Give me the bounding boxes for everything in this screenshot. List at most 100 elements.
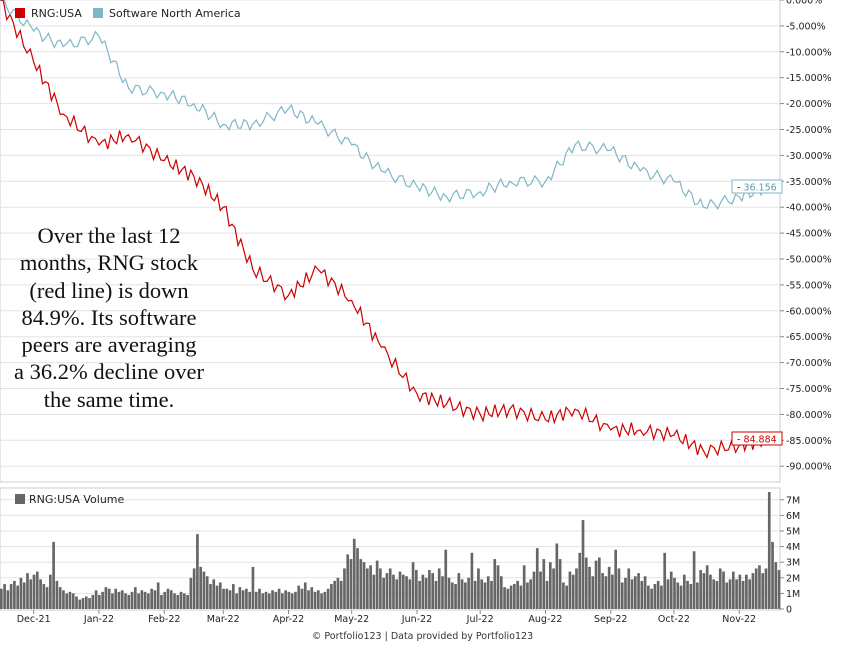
- volume-bar: [738, 574, 742, 609]
- volume-bar: [137, 593, 140, 609]
- price-legend: RNG:USA Software North America: [15, 7, 241, 20]
- volume-bar: [581, 520, 585, 609]
- legend-label-volume: RNG:USA Volume: [29, 493, 125, 506]
- volume-bar: [29, 579, 33, 609]
- volume-bar: [437, 568, 441, 609]
- volume-bar: [205, 576, 209, 609]
- legend-label-software: Software North America: [109, 7, 241, 20]
- volume-bar: [764, 568, 768, 609]
- x-tick-label: Jan-22: [83, 614, 114, 625]
- volume-bar: [343, 568, 346, 609]
- volume-bar: [643, 576, 647, 609]
- x-tick-label: Mar-22: [207, 614, 240, 625]
- volume-bar: [147, 593, 150, 609]
- volume-bar: [32, 574, 36, 609]
- volume-bar: [245, 588, 248, 609]
- volume-bar: [62, 590, 65, 609]
- volume-bar: [258, 588, 261, 609]
- volume-bar: [758, 565, 761, 609]
- volume-bar: [101, 591, 104, 609]
- volume-y-tick-label: 7M: [786, 495, 800, 506]
- volume-bar: [405, 576, 408, 609]
- volume-bar: [548, 562, 552, 609]
- volume-bar: [202, 571, 206, 609]
- volume-bar: [228, 590, 232, 609]
- volume-bar: [196, 534, 199, 609]
- volume-bar: [454, 584, 457, 609]
- volume-bar: [434, 580, 438, 609]
- price-y-tick-label: -10.000%: [786, 47, 832, 58]
- volume-bar: [673, 577, 676, 609]
- volume-bar: [421, 574, 425, 609]
- volume-bar: [428, 570, 431, 609]
- volume-bar: [65, 593, 69, 609]
- price-y-tick-label: -85.000%: [786, 436, 832, 447]
- volume-bar: [640, 580, 644, 609]
- price-y-tick-label: -30.000%: [786, 151, 832, 162]
- price-y-tick-label: -15.000%: [786, 73, 832, 84]
- volume-bar: [68, 591, 72, 609]
- volume-bar: [535, 548, 539, 609]
- volume-bar: [316, 590, 320, 609]
- volume-bar: [493, 559, 497, 609]
- volume-bar: [215, 585, 219, 609]
- volume-bar: [411, 562, 415, 609]
- volume-bar: [248, 591, 252, 609]
- volume-bar: [529, 579, 533, 609]
- volume-bar: [660, 585, 663, 609]
- volume-bar: [356, 548, 359, 609]
- volume-bar: [42, 584, 46, 609]
- volume-bar: [398, 571, 402, 609]
- volume-bar: [565, 585, 568, 609]
- volume-bar: [254, 591, 258, 609]
- series-line-software: [0, 0, 767, 211]
- volume-bar: [722, 571, 725, 609]
- volume-bar: [78, 599, 82, 609]
- volume-bar: [189, 577, 193, 609]
- x-axis: Dec-21 Jan-22 Feb-22 Mar-22 Apr-22 May-22 Jun-…: [17, 610, 756, 625]
- volume-bar: [745, 574, 748, 609]
- volume-bar: [143, 591, 147, 609]
- volume-bar: [241, 590, 245, 609]
- series-line-rng: [0, 0, 768, 459]
- volume-bar: [767, 492, 771, 609]
- volume-bar: [274, 591, 278, 609]
- volume-bar: [326, 588, 330, 609]
- volume-bar: [22, 582, 26, 609]
- volume-bar: [718, 568, 722, 609]
- volume-bar: [349, 559, 353, 609]
- volume-bar: [692, 551, 696, 609]
- volume-bar: [183, 593, 186, 609]
- volume-bar: [382, 577, 385, 609]
- volume-bar: [666, 579, 670, 609]
- volume-bar: [336, 577, 340, 609]
- volume-bar: [114, 588, 118, 609]
- volume-bar: [771, 541, 774, 609]
- volume-bar: [686, 580, 689, 609]
- price-grid: [0, 0, 780, 467]
- volume-bar: [362, 562, 366, 609]
- volume-bar: [715, 580, 719, 609]
- volume-legend: RNG:USA Volume: [15, 493, 125, 506]
- volume-bar: [199, 566, 202, 609]
- volume-bar: [395, 579, 399, 609]
- volume-bar: [6, 590, 10, 609]
- volume-bar: [385, 573, 389, 609]
- volume-bar: [284, 590, 287, 609]
- volume-bar: [725, 582, 729, 609]
- volume-bar: [127, 594, 131, 609]
- volume-bar: [607, 566, 611, 609]
- price-y-tick-label: -35.000%: [786, 177, 832, 188]
- volume-bar: [333, 580, 336, 609]
- volume-bar: [261, 593, 265, 609]
- volume-bar: [75, 596, 78, 609]
- x-tick-label: Aug-22: [528, 614, 562, 625]
- volume-y-tick-label: 2M: [786, 573, 800, 584]
- volume-bar: [650, 588, 653, 609]
- volume-bar: [388, 568, 392, 609]
- volume-bar: [297, 585, 301, 609]
- price-y-tick-label: -5.000%: [786, 21, 826, 32]
- volume-bar: [91, 594, 95, 609]
- volume-bar: [486, 576, 490, 609]
- price-y-tick-label: -70.000%: [786, 358, 832, 369]
